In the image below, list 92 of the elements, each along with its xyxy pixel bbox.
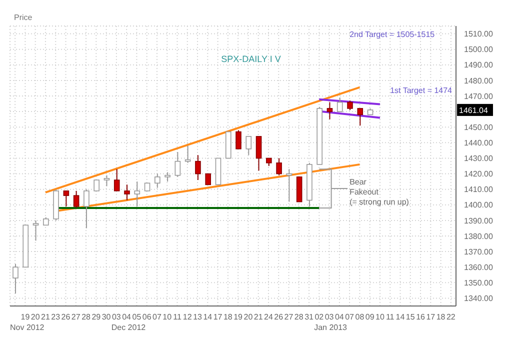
x-tick-label: 10 [376,312,385,322]
candlestick [195,154,201,180]
x-tick-label: 30 [102,312,112,322]
x-tick-label: 11 [173,312,182,322]
x-tick-label: 23 [51,312,61,322]
x-tick-label: 31 [304,312,314,322]
annotation: 1st Target = 1474 [390,86,453,95]
y-tick-label: 1510.00 [464,30,494,39]
x-tick-label: 20 [30,312,40,322]
candlestick [205,173,211,186]
y-tick-label: 1500.00 [464,45,494,54]
x-tick-label: 28 [294,312,304,322]
x-tick-label: 07 [152,312,162,322]
candlestick [246,136,252,156]
x-tick-label: 04 [122,312,132,322]
y-tick-label: 1380.00 [464,232,494,241]
candlestick [256,136,262,172]
x-tick-label: 13 [193,312,203,322]
x-tick-label: 22 [446,312,456,322]
candlestick [347,100,353,110]
y-tick-label: 1410.00 [464,185,494,194]
y-axis-title: Price [14,13,33,22]
x-tick-label: 19 [20,312,30,322]
x-tick-label: 28 [82,312,92,322]
x-tick-label: 10 [162,312,172,322]
candlestick [154,173,160,188]
x-tick-label: 09 [365,312,375,322]
x-tick-label: 05 [132,312,142,322]
x-tick-label: 04 [334,312,344,322]
x-tick-label: 17 [426,312,436,322]
annotation: Bear Fakeout (= strong run up) [350,178,410,207]
x-tick-label: 21 [254,312,264,322]
x-tick-label: 21 [41,312,50,322]
x-tick-label: 26 [274,312,284,322]
annotation: 2nd Target = 1505-1515 [350,30,436,39]
text: Jan 2013 [314,323,348,332]
y-tick-label: 1350.00 [464,278,494,288]
x-tick-label: 11 [386,312,395,322]
x-tick-label: 12 [182,312,192,322]
candlestick [94,180,100,192]
x-tick-label: 17 [213,312,223,322]
x-tick-label: 24 [264,312,274,322]
x-tick-label: 08 [355,312,365,322]
candlestick [134,181,140,207]
candlestick [326,102,333,120]
y-tick-label: 1390.00 [464,216,494,226]
candlestick [32,220,39,242]
x-tick-label: 18 [223,312,233,322]
x-tick-label: 02 [314,312,324,322]
candlestick [336,97,343,112]
candlestick [104,174,110,187]
x-tick-label: 06 [142,312,152,322]
x-tick-label: 26 [61,312,71,322]
y-tick-label: 1340.00 [464,294,494,304]
y-tick-label: 1490.00 [464,60,494,70]
x-tick-label: 20 [244,312,254,322]
y-tick-label: 1480.00 [464,76,494,86]
x-tick-label: 03 [112,312,122,322]
candlestick [73,190,80,208]
candlestick [12,264,18,294]
y-tick-label: 1420.00 [464,170,494,179]
text: SPX-DAILY I V [221,54,281,64]
candlestick [357,108,364,126]
x-tick-label: 14 [203,312,213,322]
candlestick [236,130,242,150]
x-tick-label: 27 [71,312,81,322]
x-tick-label: 15 [406,312,416,322]
candlestick [164,172,170,182]
x-tick-label: 07 [345,312,355,322]
candlestick [174,152,181,178]
candlestick [276,158,282,176]
candlestick [63,190,70,207]
candlestick [124,184,130,201]
y-tick-label: 1400.00 [464,200,494,210]
candlestick [114,168,120,192]
text: Nov 2012 [10,323,45,332]
y-tick-label: 1470.00 [464,92,494,101]
x-tick-label: 29 [92,312,102,322]
y-tick-label: 1430.00 [464,154,494,164]
x-tick-label: 19 [234,312,244,322]
x-tick-label: 14 [396,312,406,322]
x-tick-label: 18 [436,312,446,322]
y-tick-label: 1450.00 [464,122,494,132]
y-tick-label: 1440.00 [464,138,494,148]
x-tick-label: 16 [416,312,426,322]
annotation: 1461.04 [459,106,488,115]
x-tick-label: 03 [324,312,334,322]
candlestick [84,188,90,229]
y-tick-label: 1370.00 [464,247,494,256]
text: Dec 2012 [111,323,146,332]
y-tick-label: 1360.00 [464,262,494,272]
x-tick-label: 27 [284,312,294,322]
